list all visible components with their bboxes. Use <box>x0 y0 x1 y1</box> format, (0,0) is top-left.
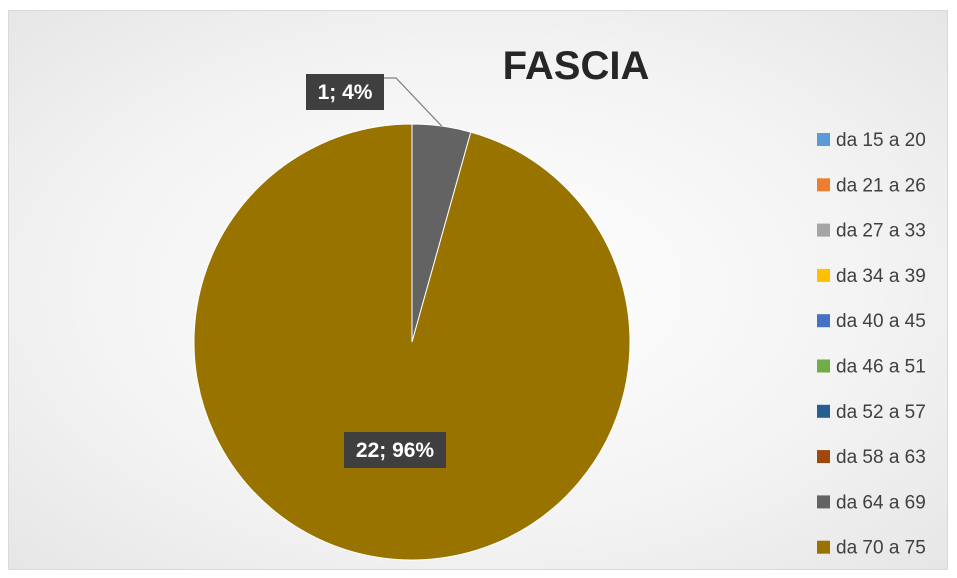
legend-swatch-3 <box>817 223 830 237</box>
legend-swatch-6 <box>817 359 830 373</box>
chart-title: FASCIA <box>503 44 650 88</box>
legend-swatch-4 <box>817 268 830 282</box>
legend-label-8: da 58 a 63 <box>836 447 926 468</box>
data-labels: 1; 4% 22; 96% <box>306 74 446 468</box>
data-label-box-9 <box>306 74 384 110</box>
legend-swatch-10 <box>817 540 830 554</box>
legend-label-1: da 15 a 20 <box>836 130 926 151</box>
legend-label-9: da 64 a 69 <box>836 492 926 513</box>
chart-area: FASCIA 1; 4% 22; 96% da 15 a 20 da 21 a 26… <box>8 10 948 570</box>
legend-label-7: da 52 a 57 <box>836 402 926 423</box>
legend-swatch-5 <box>817 314 830 328</box>
legend-swatch-8 <box>817 450 830 464</box>
data-label-box-10 <box>344 432 446 468</box>
pie-slice-10 <box>193 123 631 561</box>
pie-slices <box>193 123 631 561</box>
pie-chart: FASCIA 1; 4% 22; 96% da 15 a 20 da 21 a 26… <box>193 44 926 561</box>
legend-label-4: da 34 a 39 <box>836 266 926 287</box>
data-label-10: 22; 96% <box>356 439 435 462</box>
leader-line-9 <box>384 77 443 127</box>
legend-swatch-2 <box>817 178 830 192</box>
legend-label-5: da 40 a 45 <box>836 311 926 332</box>
legend-swatch-1 <box>817 133 830 146</box>
legend-label-3: da 27 a 33 <box>836 221 926 242</box>
legend-swatch-9 <box>817 495 830 509</box>
legend-label-6: da 46 a 51 <box>836 357 926 378</box>
legend: da 15 a 20 da 21 a 26 da 27 a 33 da 34 a 39… <box>817 130 926 559</box>
data-label-9: 1; 4% <box>318 81 373 104</box>
legend-label-10: da 70 a 75 <box>836 538 926 559</box>
legend-label-2: da 21 a 26 <box>836 175 926 196</box>
legend-swatch-7 <box>817 404 830 418</box>
